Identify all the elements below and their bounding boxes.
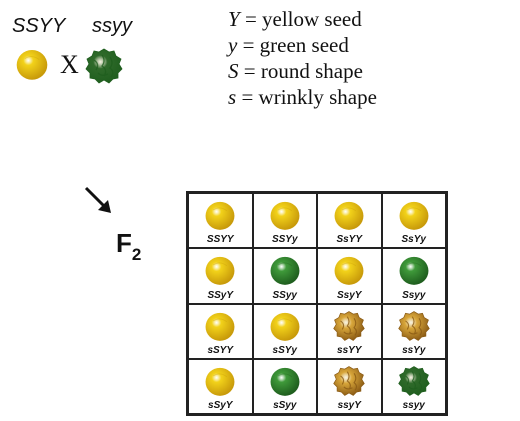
cell-genotype: sSyY: [208, 400, 233, 411]
punnett-cell: Ssyy: [382, 249, 445, 303]
wrinkled-green-seed-icon: [398, 365, 430, 396]
punnett-cell: sSYY: [189, 304, 252, 358]
allele-legend: Y = yellow seed y = green seed S = round…: [228, 6, 377, 110]
cross-symbol: X: [60, 50, 79, 79]
f2-generation-label: F2: [116, 228, 141, 265]
punnett-cell: SSyY: [189, 249, 252, 303]
legend-symbol: S: [228, 59, 239, 83]
round-yellow-seed-icon: [270, 312, 300, 341]
wrinkled-yellow-seed-icon: [398, 310, 430, 341]
cell-genotype: SSyY: [207, 289, 234, 301]
legend-item: Y = yellow seed: [228, 6, 377, 32]
legend-item: S = round shape: [228, 58, 377, 84]
legend-text: = wrinkly shape: [236, 85, 377, 109]
cell-genotype: SsYy: [401, 234, 426, 246]
parent2-seed-icon: [84, 46, 124, 91]
legend-text: = green seed: [237, 33, 349, 57]
punnett-cell: sSYy: [253, 304, 316, 358]
legend-text: = round shape: [238, 59, 363, 83]
cell-genotype: sSYy: [272, 344, 297, 356]
punnett-cell: SsYy: [382, 194, 445, 248]
legend-text: = yellow seed: [239, 7, 362, 31]
cell-genotype: ssYY: [337, 344, 362, 356]
cell-genotype: sSyy: [273, 400, 297, 411]
parent2-genotype: ssyy: [92, 15, 132, 37]
legend-item: y = green seed: [228, 32, 377, 58]
cell-genotype: SsyY: [337, 289, 362, 301]
punnett-cell: ssYY: [318, 304, 381, 358]
round-yellow-seed-icon: [205, 312, 235, 341]
punnett-cell: sSyy: [253, 359, 316, 413]
f2-base: F: [116, 228, 132, 258]
punnett-cell: sSyY: [189, 359, 252, 413]
cell-genotype: ssYy: [402, 344, 426, 356]
punnett-cell: SSyy: [253, 249, 316, 303]
cell-genotype: sSYY: [207, 344, 234, 356]
punnett-cell: ssyY: [318, 359, 381, 413]
arrow-icon: [84, 186, 111, 213]
wrinkled-yellow-seed-icon: [333, 310, 365, 341]
round-green-seed-icon: [270, 257, 300, 286]
round-yellow-seed-icon: [205, 367, 235, 396]
f2-subscript: 2: [131, 245, 142, 264]
round-yellow-seed-icon: [205, 257, 235, 286]
punnett-cell: SsYY: [318, 194, 381, 248]
round-yellow-seed-icon: [270, 201, 300, 230]
cell-genotype: Ssyy: [402, 289, 426, 301]
punnett-cell: SsyY: [318, 249, 381, 303]
legend-item: s = wrinkly shape: [228, 84, 377, 110]
legend-symbol: s: [228, 85, 237, 109]
cell-genotype: ssyy: [402, 400, 425, 411]
cell-genotype: ssyY: [337, 400, 361, 411]
legend-symbol: Y: [228, 7, 240, 31]
round-green-seed-icon: [399, 257, 429, 286]
round-green-seed-icon: [270, 367, 300, 396]
punnett-cell: SSYy: [253, 194, 316, 248]
cell-genotype: SsYY: [336, 234, 363, 246]
punnett-cell: ssYy: [382, 304, 445, 358]
punnett-square: SSYY SSYy SsYY SsYy SSyY SSyy SsyY Ssyy sSYY sSYy…: [186, 191, 448, 416]
round-yellow-seed-icon: [205, 201, 235, 230]
legend-symbol: y: [228, 33, 238, 57]
punnett-cell: ssyy: [382, 359, 445, 413]
round-yellow-seed-icon: [334, 201, 364, 230]
parent1-seed-icon: [14, 46, 50, 87]
cell-genotype: SSYy: [271, 234, 298, 246]
parent1-genotype: SSYY: [12, 15, 66, 37]
punnett-cell: SSYY: [189, 194, 252, 248]
round-yellow-seed-icon: [334, 257, 364, 286]
round-yellow-seed-icon: [399, 201, 429, 230]
wrinkled-yellow-seed-icon: [333, 365, 365, 396]
cell-genotype: SSyy: [272, 289, 297, 301]
cell-genotype: SSYY: [206, 234, 234, 246]
